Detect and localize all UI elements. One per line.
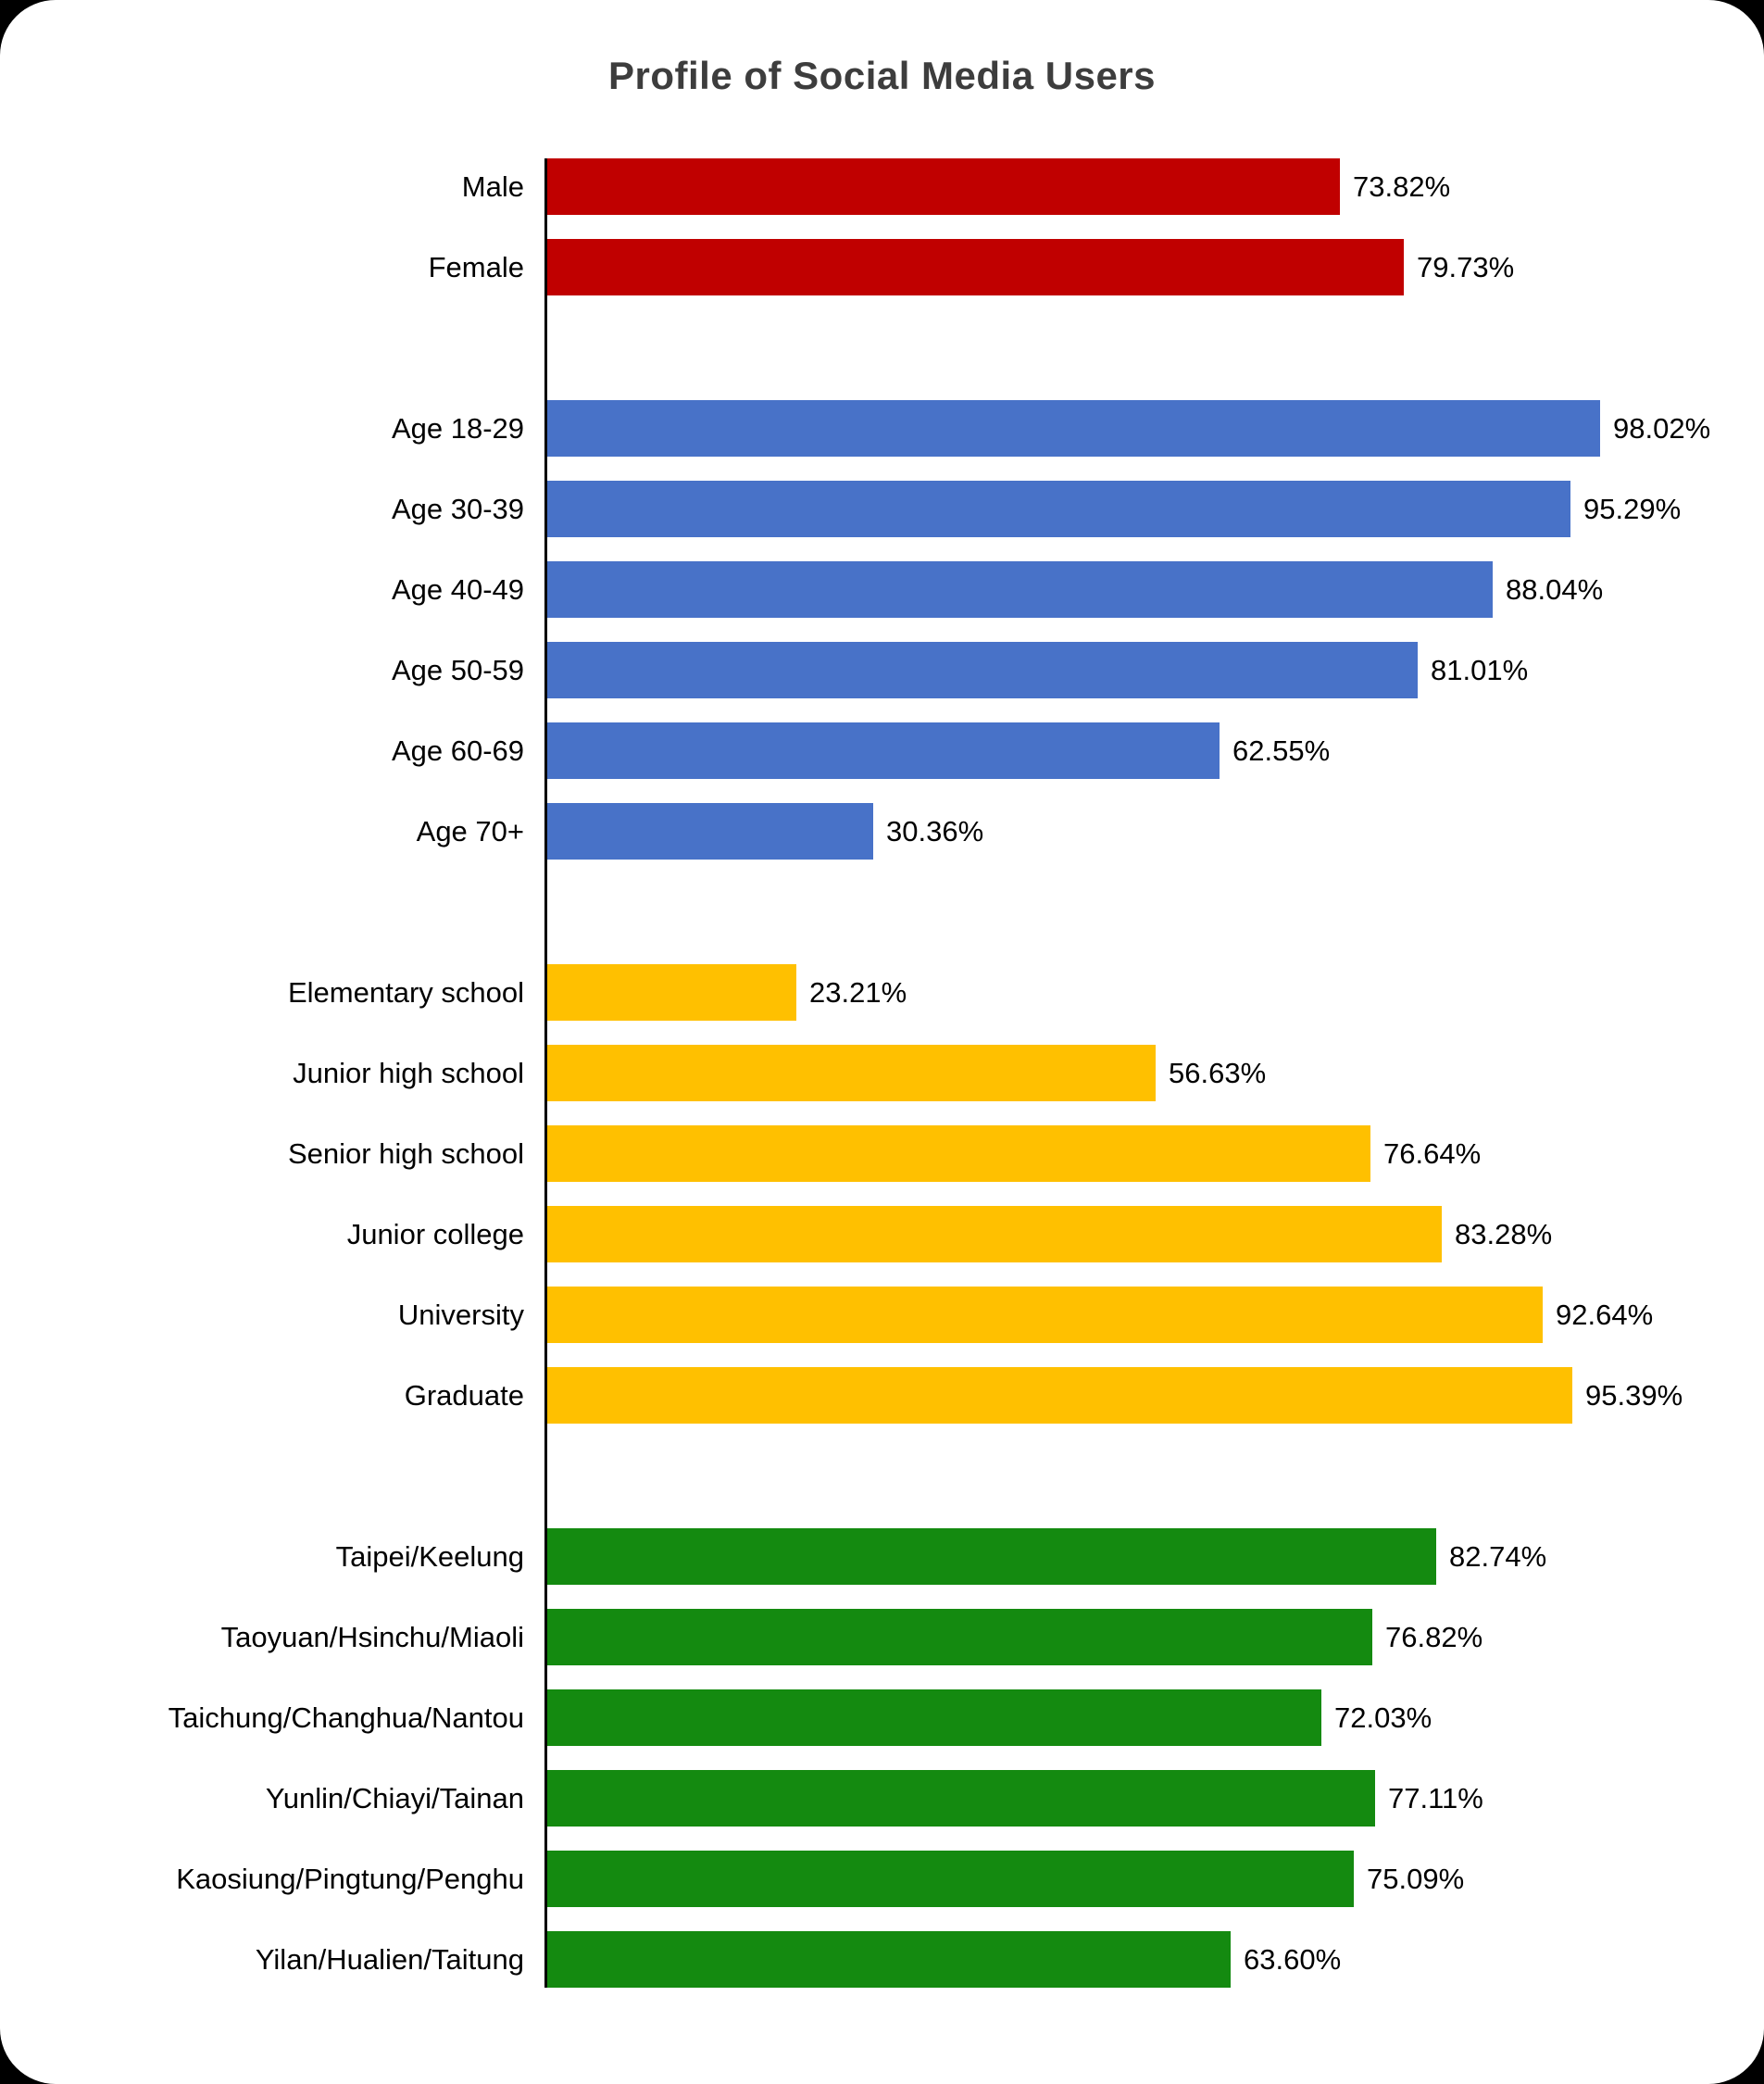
category-label: Age 30-39	[391, 492, 524, 525]
bar	[547, 1287, 1543, 1343]
bar	[547, 1045, 1156, 1101]
y-axis-line	[544, 158, 547, 1988]
value-label: 79.73%	[1417, 250, 1515, 283]
category-label: Age 70+	[416, 814, 524, 847]
value-label: 95.39%	[1585, 1378, 1683, 1412]
chart-row: Junior college 83.28%	[0, 1194, 1764, 1274]
chart-row: University 92.64%	[0, 1274, 1764, 1355]
category-label: Age 18-29	[391, 411, 524, 445]
category-label: Female	[428, 250, 524, 283]
bar	[547, 1367, 1572, 1424]
group-spacer	[0, 872, 1764, 952]
chart-title: Profile of Social Media Users	[607, 54, 1156, 97]
bar	[547, 1206, 1442, 1262]
category-label: Junior high school	[293, 1056, 524, 1089]
category-label: Kaosiung/Pingtung/Penghu	[176, 1862, 524, 1895]
chart-row: Age 50-59 81.01%	[0, 630, 1764, 710]
chart-row: Age 40-49 88.04%	[0, 549, 1764, 630]
bar	[547, 400, 1600, 457]
bar	[547, 642, 1418, 698]
value-label: 92.64%	[1556, 1298, 1654, 1331]
value-label: 75.09%	[1367, 1862, 1465, 1895]
chart-row: Taoyuan/Hsinchu/Miaoli 76.82%	[0, 1597, 1764, 1677]
value-label: 81.01%	[1431, 653, 1529, 686]
value-label: 77.11%	[1388, 1781, 1483, 1814]
value-label: 72.03%	[1334, 1701, 1432, 1734]
category-label: Age 50-59	[391, 653, 524, 686]
bar	[547, 1851, 1354, 1907]
category-label: Graduate	[404, 1378, 524, 1412]
value-label: 73.82%	[1353, 169, 1451, 203]
bar	[547, 1770, 1375, 1827]
category-label: Elementary school	[287, 975, 524, 1009]
bar	[547, 561, 1493, 618]
value-label: 76.64%	[1383, 1136, 1482, 1170]
group-spacer	[0, 1436, 1764, 1516]
bar-chart: Male 73.82% Female 79.73% Age 18-29 98.0…	[0, 146, 1764, 2000]
bar	[547, 1689, 1321, 1746]
chart-row: Age 60-69 62.55%	[0, 710, 1764, 791]
value-label: 95.29%	[1583, 492, 1682, 525]
category-label: Age 40-49	[391, 572, 524, 606]
chart-row: Graduate 95.39%	[0, 1355, 1764, 1436]
value-label: 82.74%	[1449, 1539, 1547, 1573]
group-spacer	[0, 308, 1764, 388]
category-label: Junior college	[346, 1217, 524, 1250]
bar	[547, 1931, 1231, 1988]
category-label: Yilan/Hualien/Taitung	[255, 1942, 524, 1976]
value-label: 23.21%	[809, 975, 907, 1009]
value-label: 30.36%	[886, 814, 984, 847]
value-label: 88.04%	[1506, 572, 1604, 606]
value-label: 63.60%	[1244, 1942, 1342, 1976]
category-label: Taoyuan/Hsinchu/Miaoli	[220, 1620, 524, 1653]
value-label: 56.63%	[1169, 1056, 1267, 1089]
chart-row: Elementary school 23.21%	[0, 952, 1764, 1033]
chart-row: Yunlin/Chiayi/Tainan 77.11%	[0, 1758, 1764, 1839]
chart-row: Taichung/Changhua/Nantou 72.03%	[0, 1677, 1764, 1758]
chart-row: Junior high school 56.63%	[0, 1033, 1764, 1113]
category-label: Male	[461, 169, 524, 203]
bar	[547, 239, 1404, 295]
category-label: University	[397, 1298, 524, 1331]
category-label: Senior high school	[287, 1136, 524, 1170]
bar	[547, 1609, 1372, 1665]
chart-row: Senior high school 76.64%	[0, 1113, 1764, 1194]
value-label: 98.02%	[1613, 411, 1711, 445]
bar	[547, 481, 1570, 537]
chart-row: Age 18-29 98.02%	[0, 388, 1764, 469]
category-label: Yunlin/Chiayi/Tainan	[265, 1781, 524, 1814]
bar	[547, 803, 873, 860]
bar	[547, 722, 1220, 779]
category-label: Taipei/Keelung	[335, 1539, 524, 1573]
category-label: Age 60-69	[391, 734, 524, 767]
category-label: Taichung/Changhua/Nantou	[168, 1701, 524, 1734]
chart-row: Taipei/Keelung 82.74%	[0, 1516, 1764, 1597]
bar	[547, 1528, 1436, 1585]
value-label: 62.55%	[1232, 734, 1331, 767]
bar	[547, 158, 1340, 215]
chart-row: Kaosiung/Pingtung/Penghu 75.09%	[0, 1839, 1764, 1919]
bar	[547, 1125, 1370, 1182]
chart-row: Age 30-39 95.29%	[0, 469, 1764, 549]
chart-row: Yilan/Hualien/Taitung 63.60%	[0, 1919, 1764, 2000]
value-label: 76.82%	[1385, 1620, 1483, 1653]
chart-row: Female 79.73%	[0, 227, 1764, 308]
bar	[547, 964, 796, 1021]
chart-row: Age 70+ 30.36%	[0, 791, 1764, 872]
value-label: 83.28%	[1455, 1217, 1553, 1250]
chart-row: Male 73.82%	[0, 146, 1764, 227]
